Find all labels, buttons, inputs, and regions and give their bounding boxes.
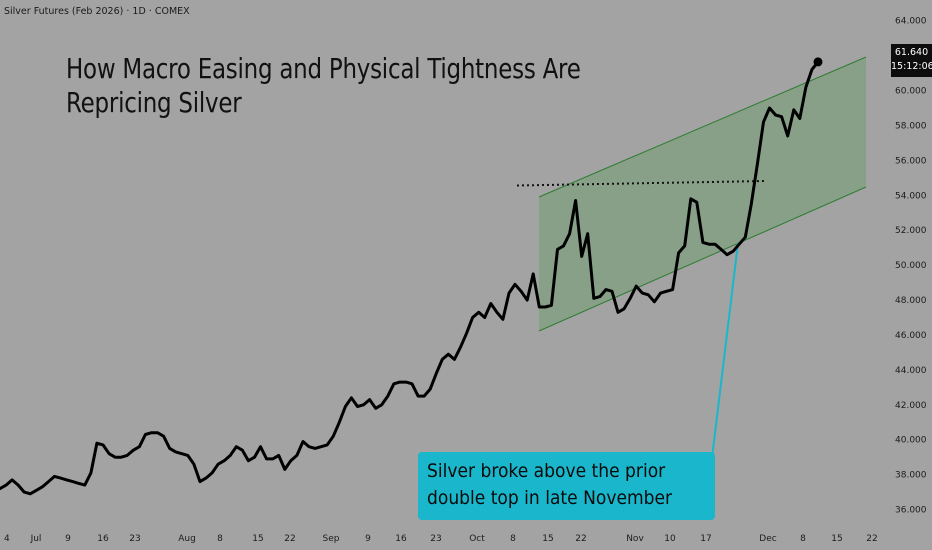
x-tick-label: 16 — [97, 534, 109, 544]
x-tick-label: 17 — [700, 534, 711, 544]
channel-lower-line[interactable] — [538, 186, 867, 332]
callout-line-2: double top in late November — [427, 487, 673, 509]
symbol-title[interactable]: Silver Futures (Feb 2026) · 1D · COMEX — [4, 6, 190, 17]
x-tick-label: 15 — [831, 534, 842, 544]
x-tick-label: 15 — [542, 534, 553, 544]
headline: How Macro Easing and Physical Tightness … — [66, 52, 581, 120]
x-tick-label: 23 — [430, 534, 441, 544]
x-tick-label: 4 — [4, 534, 10, 544]
y-tick-label: 52.000 — [895, 226, 927, 236]
x-tick-label: 22 — [575, 534, 586, 544]
x-tick-label: 8 — [217, 534, 223, 544]
last-price-value: 61.640 — [894, 47, 929, 58]
x-tick-label: 9 — [65, 534, 71, 544]
last-price-badge: 61.640 15:12:06 — [891, 44, 932, 77]
headline-line-1: How Macro Easing and Physical Tightness … — [66, 52, 581, 85]
y-tick-label: 54.000 — [895, 191, 927, 201]
y-tick-label: 56.000 — [895, 156, 927, 166]
last-price-point[interactable] — [813, 57, 823, 67]
x-tick-label: Aug — [178, 534, 196, 544]
y-tick-label: 50.000 — [895, 261, 927, 271]
y-tick-label: 44.000 — [895, 366, 927, 376]
y-tick-label: 64.000 — [895, 17, 927, 27]
headline-line-2: Repricing Silver — [66, 86, 242, 119]
channel-layer — [538, 56, 867, 332]
x-tick-label: Nov — [626, 534, 644, 544]
x-tick-label: Jul — [30, 534, 42, 544]
y-tick-label: 38.000 — [895, 471, 927, 481]
channel-upper-line[interactable] — [538, 56, 867, 198]
x-tick-label: 8 — [800, 534, 806, 544]
bar-countdown: 15:12:06 — [891, 61, 932, 72]
x-tick-label: 16 — [395, 534, 407, 544]
ascending-channel-fill[interactable] — [539, 57, 866, 331]
callout-pointer-line — [711, 242, 739, 459]
double-top-resistance-line[interactable] — [516, 180, 767, 187]
y-tick-label: 48.000 — [895, 296, 927, 306]
x-tick-label: 22 — [284, 534, 295, 544]
y-tick-label: 40.000 — [895, 436, 927, 446]
price-line[interactable] — [0, 60, 820, 496]
x-tick-label: Sep — [323, 534, 340, 544]
x-tick-label: 22 — [866, 534, 877, 544]
x-tick-label: Oct — [469, 534, 485, 544]
y-tick-label: 36.000 — [895, 506, 927, 516]
x-tick-label: 10 — [664, 534, 676, 544]
y-tick-label: 58.000 — [895, 121, 927, 131]
x-tick-label: Dec — [759, 534, 776, 544]
price-axis[interactable]: 36.000 38.000 40.000 42.000 44.000 46.000 48.0… — [895, 17, 927, 516]
y-tick-label: 46.000 — [895, 331, 927, 341]
y-tick-label: 42.000 — [895, 401, 927, 411]
x-tick-label: 8 — [510, 534, 516, 544]
x-tick-label: 23 — [129, 534, 140, 544]
y-tick-label: 60.000 — [895, 87, 927, 97]
x-tick-label: 15 — [252, 534, 263, 544]
callout-line-1: Silver broke above the prior — [427, 460, 666, 482]
time-axis[interactable]: 4 Jul 9 16 23 Aug 8 15 22 Sep 9 16 23 Oct 8 15 22 Nov 10 17… — [4, 534, 878, 544]
x-tick-label: 9 — [365, 534, 371, 544]
callout-box[interactable]: Silver broke above the prior double top … — [418, 452, 715, 520]
